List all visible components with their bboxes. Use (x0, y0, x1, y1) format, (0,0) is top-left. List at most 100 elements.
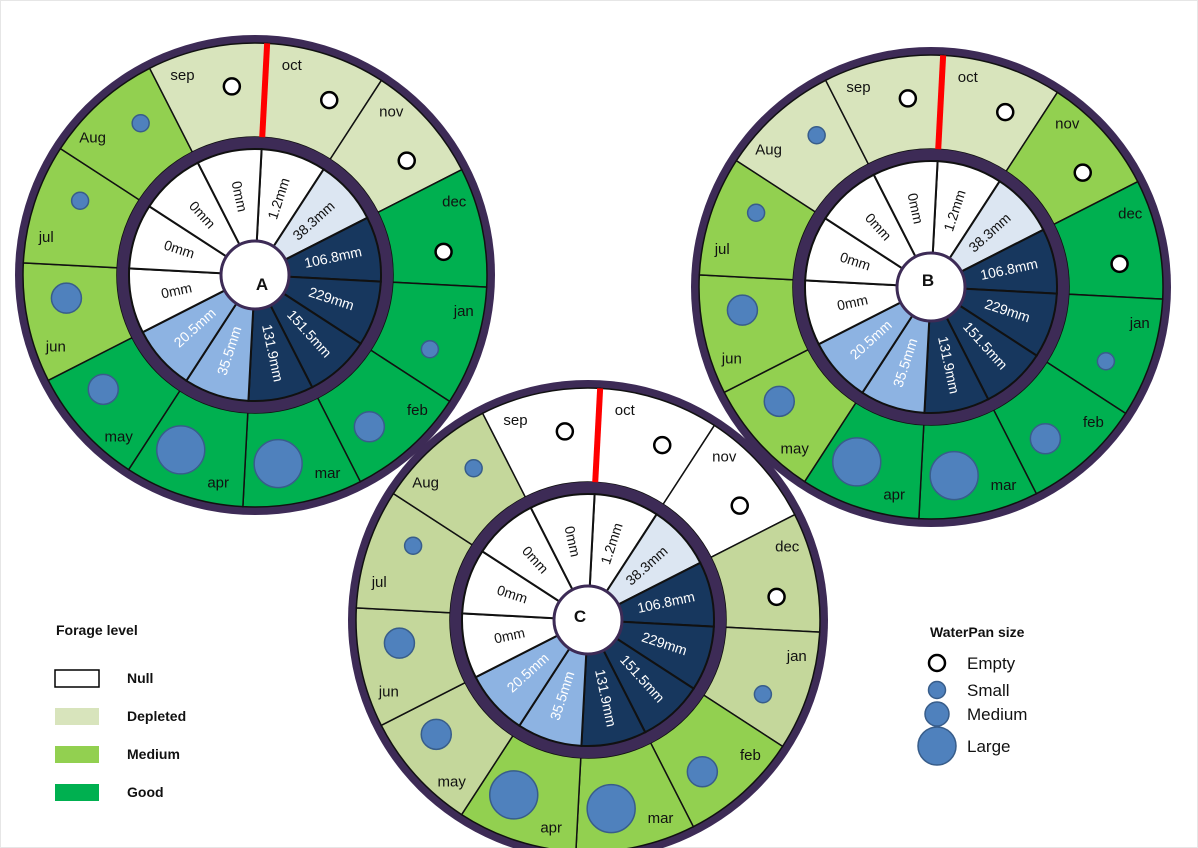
month-label: mar (315, 465, 341, 482)
wheel-c: C1.2mm38.3mm106.8mm229mm151.5mm131.9mm35… (348, 380, 828, 848)
waterpan-empty-icon (434, 242, 453, 262)
month-label: apr (540, 820, 562, 837)
month-label: jul (38, 229, 54, 246)
forage-legend-title: Forage level (56, 622, 138, 638)
month-label: feb (407, 402, 428, 419)
waterpan-medium-icon (87, 373, 120, 406)
forage-swatch-medium (55, 746, 99, 763)
waterpan-empty-icon (767, 587, 786, 607)
month-label: mar (648, 810, 674, 827)
waterpan-legend-small-icon (927, 680, 947, 700)
month-label: nov (379, 104, 404, 121)
forage-legend-label: Depleted (127, 708, 186, 724)
waterpan-medium-icon (763, 385, 796, 418)
waterpan-empty-icon (1110, 254, 1129, 274)
forage-legend-label: Medium (127, 746, 180, 762)
waterpan-medium-icon (353, 410, 386, 443)
waterpan-empty-icon (222, 77, 242, 96)
month-label: sep (503, 412, 527, 429)
waterpan-legend: WaterPan size Empty Small Medium Large (917, 624, 1027, 766)
waterpan-empty-icon (898, 89, 918, 108)
waterpan-empty-icon (319, 90, 339, 110)
month-label: may (438, 773, 467, 790)
month-label: apr (883, 487, 905, 504)
month-label: jan (786, 648, 807, 665)
wheel-a: A1.2mm38.3mm106.8mm229mm151.5mm131.9mm35… (15, 35, 495, 515)
waterpan-small-icon (746, 203, 766, 223)
forage-swatch-good (55, 784, 99, 801)
forage-legend-label: Null (127, 670, 153, 686)
month-label: dec (442, 193, 467, 210)
wheel-label: C (574, 607, 586, 626)
waterpan-large-icon (253, 438, 303, 489)
wheel-label: B (922, 271, 934, 290)
waterpan-medium-icon (383, 627, 416, 659)
forage-swatch-null (54, 669, 100, 688)
forage-sector-sep (824, 54, 944, 166)
waterpan-large-icon (156, 425, 206, 475)
waterpan-small-icon (753, 684, 773, 704)
hub-circle (552, 584, 624, 656)
month-label: jun (721, 350, 742, 367)
month-label: feb (740, 747, 761, 764)
month-label: dec (1118, 205, 1143, 222)
rainfall-label: 0mm (493, 624, 527, 646)
waterpan-small-icon (131, 114, 150, 133)
waterpan-empty-icon (652, 435, 672, 455)
waterpan-legend-label: Large (967, 737, 1010, 756)
october-marker (592, 388, 604, 483)
month-label: sep (170, 67, 194, 84)
waterpan-legend-label: Empty (967, 654, 1016, 673)
hub-circle (895, 251, 967, 323)
hub-circle (219, 239, 291, 311)
waterpan-small-icon (403, 536, 423, 556)
forage-sector-sep (148, 42, 268, 154)
month-label: oct (958, 69, 979, 86)
month-label: Aug (412, 475, 439, 492)
waterpan-small-icon (1096, 351, 1116, 371)
month-label: jan (1129, 315, 1150, 332)
month-label: apr (207, 475, 229, 492)
month-label: sep (846, 79, 870, 96)
waterpan-legend-label: Medium (967, 705, 1027, 724)
waterpan-empty-icon (397, 151, 416, 170)
month-label: jun (45, 338, 66, 355)
month-label: oct (615, 402, 636, 419)
month-label: nov (1055, 116, 1080, 133)
october-marker (935, 55, 947, 150)
month-label: may (105, 428, 134, 445)
waterpan-medium-icon (726, 294, 759, 326)
waterpan-medium-icon (50, 282, 83, 314)
month-label: jul (714, 241, 730, 258)
month-label: jan (453, 303, 474, 320)
waterpan-empty-icon (555, 422, 575, 441)
waterpan-large-icon (489, 770, 539, 820)
wheel-label: A (256, 275, 268, 294)
month-label: Aug (755, 142, 782, 159)
rainfall-label: 0mm (229, 180, 251, 214)
forage-legend-label: Good (127, 784, 164, 800)
waterpan-small-icon (420, 339, 440, 359)
waterpan-small-icon (70, 191, 90, 211)
waterpan-empty-icon (1073, 163, 1092, 182)
waterpan-large-icon (586, 783, 636, 834)
month-label: feb (1083, 414, 1104, 431)
waterpan-medium-icon (1029, 422, 1062, 455)
rainfall-label: 0mm (160, 279, 194, 301)
waterpan-medium-icon (686, 755, 719, 788)
waterpan-empty-icon (730, 496, 749, 515)
month-label: jun (378, 683, 399, 700)
month-label: mar (991, 477, 1017, 494)
waterpan-large-icon (832, 437, 882, 487)
month-label: may (781, 440, 810, 457)
rainfall-label: 0mm (905, 192, 927, 226)
waterpan-empty-icon (995, 102, 1015, 122)
waterpan-legend-empty-icon (927, 653, 947, 673)
waterpan-small-icon (464, 459, 483, 478)
waterpan-legend-large-icon (917, 726, 957, 766)
month-label: dec (775, 538, 800, 555)
waterpan-medium-icon (420, 718, 453, 751)
waterpan-legend-medium-icon (924, 701, 950, 727)
wheel-b: B1.2mm38.3mm106.8mm229mm151.5mm131.9mm35… (691, 47, 1171, 527)
